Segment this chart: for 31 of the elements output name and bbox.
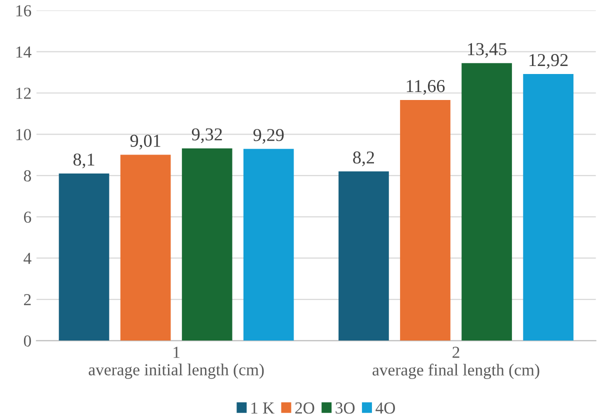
data-label: 9,29 [253,128,284,144]
y-tick-label: 16 [16,5,32,16]
x-tick-label: 2 average final length (cm) [372,346,540,380]
bar [120,154,171,341]
data-label: 8,1 [73,153,94,168]
bar [400,100,450,341]
bar [182,148,232,341]
bar [523,74,574,341]
data-label: 9,01 [130,134,160,150]
bar [462,63,512,341]
bar [338,171,389,341]
data-label: 11,66 [406,80,445,95]
y-tick-label: 8 [24,170,31,182]
y-tick-label: 14 [16,46,32,58]
data-label: 9,32 [192,128,222,144]
bar [243,148,294,341]
legend-label: 4O [376,402,395,414]
legend-label: 2O [295,402,314,414]
y-tick-label: 6 [24,212,32,223]
legend-label: 3O [336,402,355,414]
y-tick-label: 2 [24,294,31,306]
x-tick-label: 1 average initial length (cm) [88,346,264,379]
y-tick-label: 0 [24,335,31,347]
y-tick-label: 4 [24,252,32,264]
data-label: 13,45 [468,43,506,58]
bar [58,173,110,341]
legend-label: 1 K [251,402,274,414]
y-tick-label: 10 [16,128,31,140]
data-label: 12,92 [530,54,568,69]
data-label: 8,2 [353,151,374,166]
y-tick-label: 12 [16,88,31,99]
